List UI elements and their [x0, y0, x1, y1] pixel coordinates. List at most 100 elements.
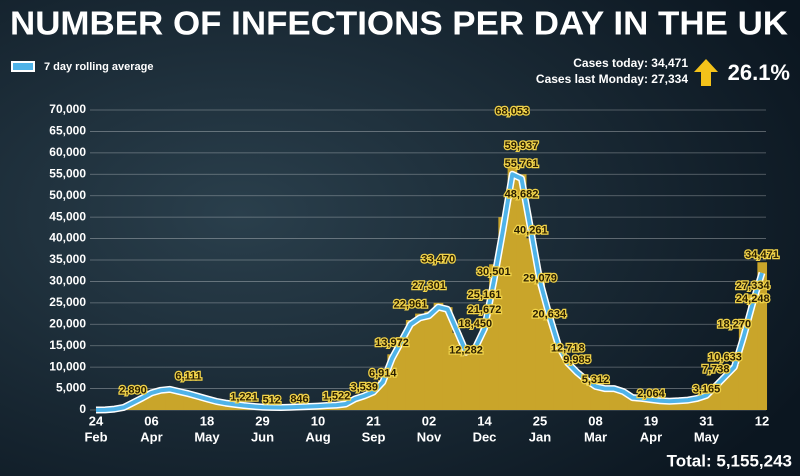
data-label: 3,165 [693, 383, 721, 395]
x-tick-label: 31 [699, 413, 713, 428]
bar [193, 395, 203, 410]
bar [211, 401, 222, 410]
data-label: 512 [263, 395, 281, 407]
bar [544, 315, 555, 410]
data-label: 59,937 [505, 140, 539, 152]
chart-title: NUMBER OF INFECTIONS PER DAY IN THE UK [10, 5, 788, 42]
y-tick-label: 30,000 [49, 274, 86, 288]
y-tick-label: 50,000 [49, 188, 86, 202]
bar [655, 400, 666, 410]
change-percent: 26.1% [728, 60, 790, 85]
bar [202, 398, 213, 410]
bar [378, 380, 388, 410]
data-label: 34,471 [745, 249, 779, 261]
bar [165, 387, 176, 410]
x-tick-label: 06 [144, 413, 158, 428]
x-tick-label: 21 [366, 413, 380, 428]
x-tick-month: Jan [529, 429, 551, 444]
bar [600, 388, 610, 410]
bar [183, 392, 194, 410]
x-tick-month: Aug [305, 429, 330, 444]
data-label: 22,961 [394, 299, 428, 311]
x-tick-label: 10 [311, 413, 325, 428]
bar [405, 320, 416, 410]
data-label: 21,672 [468, 304, 502, 316]
bar [489, 264, 499, 410]
x-tick-month: Jun [251, 429, 274, 444]
data-label: 25,161 [468, 289, 502, 301]
bar [720, 375, 731, 410]
bar [627, 397, 638, 410]
bar [433, 302, 444, 410]
data-label: 20,634 [532, 308, 567, 320]
data-label: 13,972 [375, 337, 409, 349]
x-tick-label: 19 [644, 413, 658, 428]
x-tick-label: 08 [588, 413, 602, 428]
x-tick-month: Mar [584, 429, 607, 444]
data-label: 2,890 [119, 385, 147, 397]
legend-swatch [11, 61, 35, 72]
y-tick-label: 55,000 [49, 166, 86, 180]
data-label: 33,470 [421, 253, 455, 265]
bar [156, 388, 166, 410]
data-label: 40,261 [514, 224, 548, 236]
x-tick-label: 12 [755, 413, 769, 428]
legend-label: 7 day rolling average [44, 61, 153, 73]
data-label: 7,738 [702, 364, 730, 376]
bar [581, 380, 592, 410]
bar [637, 398, 647, 410]
data-label: 27,301 [412, 280, 446, 292]
bar [757, 262, 768, 410]
bar [387, 354, 398, 410]
data-label: 1,522 [323, 390, 351, 402]
data-label: 3,539 [350, 382, 378, 394]
bar [646, 399, 657, 410]
bar [535, 281, 546, 410]
bar [738, 324, 749, 410]
y-tick-label: 0 [79, 402, 86, 416]
data-label: 5,312 [582, 374, 610, 386]
data-label: 6,111 [175, 371, 201, 383]
cases-today: Cases today: 34,471 [573, 56, 688, 70]
x-tick-month: Dec [473, 429, 497, 444]
bar [359, 395, 370, 410]
line [95, 172, 764, 412]
bar [396, 337, 407, 410]
bar [146, 390, 157, 410]
data-label: 27,334 [736, 280, 771, 292]
cases-last-monday: Cases last Monday: 27,334 [536, 72, 688, 86]
bar [526, 238, 536, 410]
data-label: 18,450 [458, 318, 492, 330]
y-tick-label: 10,000 [49, 359, 86, 373]
bar [452, 332, 462, 410]
x-tick-month: Sep [362, 429, 386, 444]
bar [664, 401, 675, 410]
data-label: 24,248 [736, 293, 770, 305]
bar [415, 313, 425, 410]
y-tick-label: 15,000 [49, 338, 86, 352]
x-tick-month: May [194, 429, 220, 444]
y-tick-label: 40,000 [49, 231, 86, 245]
bar [748, 294, 758, 410]
data-label: 68,053 [495, 105, 529, 117]
bar [729, 365, 740, 410]
y-tick-label: 5,000 [56, 381, 86, 395]
x-tick-month: May [694, 429, 720, 444]
bar [701, 394, 712, 410]
y-tick-label: 60,000 [49, 145, 86, 159]
bar [692, 398, 703, 410]
bar [470, 345, 481, 410]
y-tick-label: 35,000 [49, 252, 86, 266]
x-tick-label: 29 [255, 413, 269, 428]
y-tick-label: 25,000 [49, 295, 86, 309]
x-tick-month: Apr [140, 429, 162, 444]
bar [590, 386, 601, 410]
bar [563, 362, 573, 410]
bar [424, 311, 435, 410]
y-tick-label: 65,000 [49, 124, 86, 138]
bar [572, 371, 583, 410]
bar [137, 397, 148, 410]
x-tick-month: Nov [417, 429, 442, 444]
bar [683, 399, 694, 410]
